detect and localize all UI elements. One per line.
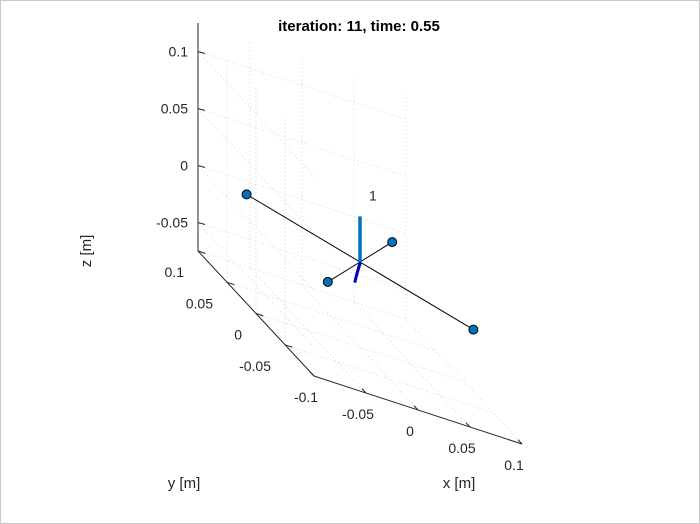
rotor-marker: [468, 324, 479, 335]
grid-line-back-z: [197, 108, 407, 177]
trajectory-point: [358, 262, 362, 266]
y-tick-mark: [284, 344, 293, 348]
z-tick-mark: [197, 51, 206, 54]
grid-layer: [197, 23, 523, 445]
y-tick-label: 0: [234, 327, 242, 343]
z-tick-mark: [197, 108, 206, 111]
vehicle-arm: [246, 193, 361, 263]
rotor-marker: [241, 189, 252, 200]
rotor-marker: [322, 276, 333, 287]
x-tick-label: 0.05: [448, 440, 475, 456]
x-tick-mark: [465, 422, 471, 428]
x-tick-mark: [517, 439, 523, 445]
tick-labels: -0.1-0.0500.050.1-0.0500.050.1-0.0500.05…: [156, 44, 524, 474]
x-axis-label: x [m]: [443, 475, 476, 492]
z-tick-mark: [197, 222, 206, 225]
grid-line-side-z: [197, 51, 315, 177]
grid-line-side-z: [197, 108, 315, 234]
chart-title: iteration: 11, time: 0.55: [278, 18, 440, 35]
y-tick-label: 0.05: [186, 295, 213, 311]
y-tick-label: 0.1: [165, 264, 185, 280]
grid-line-floor-y: [197, 250, 407, 320]
x-tick-mark: [413, 405, 419, 411]
x-tick-label: -0.05: [342, 406, 374, 422]
z-tick-mark: [197, 165, 206, 168]
vehicle-arm: [359, 261, 474, 331]
vehicle-arm: [327, 261, 361, 283]
x-tick-mark: [361, 388, 367, 394]
z-axis-label: z [m]: [78, 235, 95, 268]
x-tick-label: 0.1: [504, 457, 524, 473]
axes-layer: [197, 23, 523, 445]
x-tick-label: 0: [406, 423, 414, 439]
vehicle-arm: [359, 241, 393, 263]
grid-line-floor-y: [255, 313, 465, 382]
vehicle-label: 1: [369, 187, 377, 203]
grid-line-side-z: [197, 165, 315, 291]
z-tick-label: -0.05: [156, 215, 188, 231]
grid-line-back-z: [197, 165, 407, 234]
z-tick-label: 0.05: [161, 101, 188, 117]
grid-line-floor-x: [249, 267, 367, 394]
z-tick-label: 0: [180, 158, 188, 174]
y-tick-mark: [255, 313, 264, 317]
z-tick-label: 0.1: [169, 44, 189, 60]
grid-line-floor-y: [226, 281, 436, 351]
grid-line-floor-x: [405, 318, 523, 445]
y-axis-label: y [m]: [168, 475, 201, 492]
grid-line-back-z: [197, 51, 407, 120]
y-tick-label: -0.05: [239, 358, 271, 374]
x-tick-mark: [309, 371, 315, 377]
x-tick-label: -0.1: [294, 389, 318, 405]
grid-line-floor-y: [284, 344, 494, 414]
rotor-marker: [387, 237, 398, 248]
y-tick-mark: [197, 250, 206, 254]
y-tick-mark: [226, 281, 235, 286]
grid-line-back-z: [197, 222, 407, 291]
grid-line-side-z: [197, 222, 315, 348]
data-layer: 1: [241, 187, 479, 335]
